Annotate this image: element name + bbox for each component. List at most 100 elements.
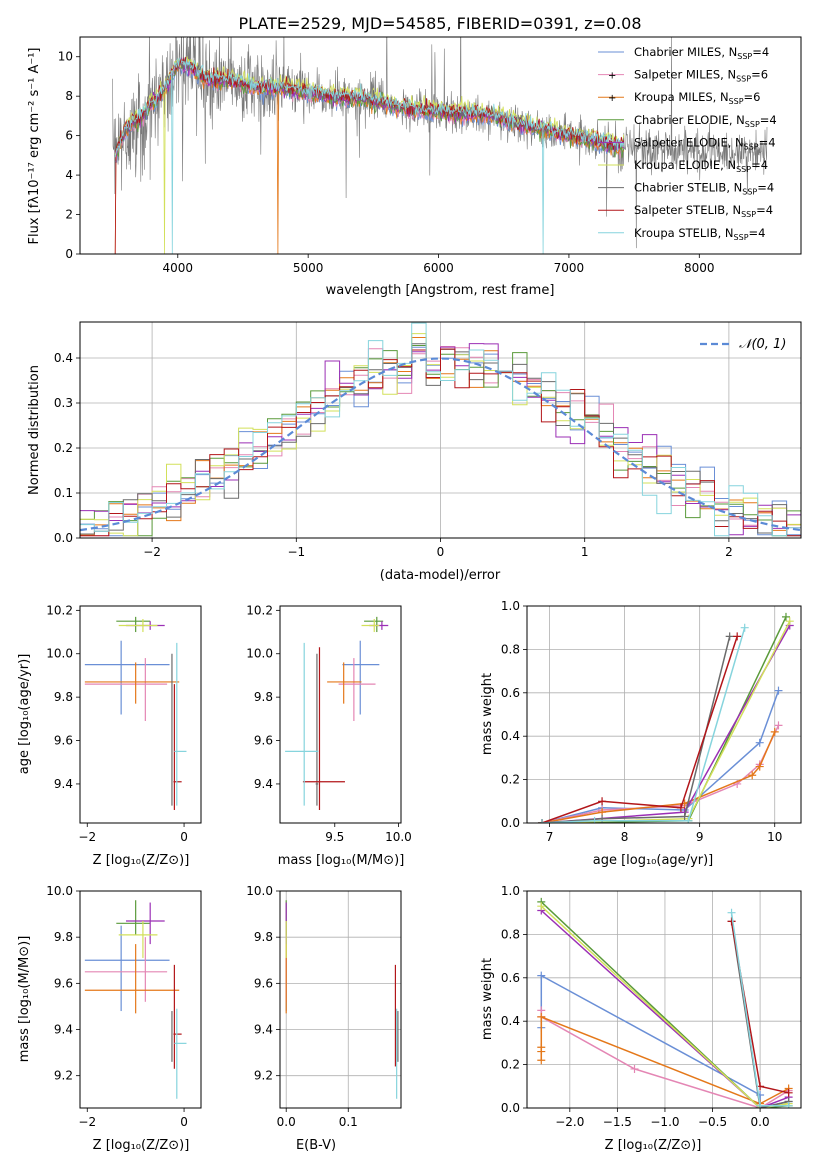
ebv-xlabel: E(B-V) <box>296 1138 336 1153</box>
weight_vs_age-line-8 <box>541 627 746 823</box>
spectrum-xtick-label: 6000 <box>423 261 454 275</box>
spectrum-legend-label: Chabrier STELIB, NSSP=4 <box>634 181 774 197</box>
age_vs_Z-ytick-label: 9.4 <box>54 777 73 791</box>
weight_vs_age-ytick-label: 0.6 <box>501 686 520 700</box>
weight_vs_age-ytick-label: 1.0 <box>501 599 520 613</box>
weight_vs_age-line-5 <box>541 620 791 823</box>
spectrum-ytick-label: 4 <box>65 168 73 182</box>
weight_vs_age-marker <box>684 816 693 823</box>
weight_vs_Z-marker <box>537 971 546 980</box>
spectrum-xtick-label: 5000 <box>293 261 324 275</box>
spectrum-legend-label: Salpeter STELIB, NSSP=4 <box>634 203 773 219</box>
age_vs_Z-point-6 <box>171 653 173 806</box>
age_vs_Z-point-3 <box>116 616 151 633</box>
age_vs_mass-point-7 <box>302 647 345 810</box>
weight_vs_age-marker <box>733 632 742 641</box>
mass_vs_ebv-ytick-label: 9.2 <box>254 1069 273 1083</box>
weight_vs_Z-marker <box>537 1056 546 1065</box>
spectrum-xtick-label: 7000 <box>554 261 585 275</box>
spectrum-legend-label: Kroupa ELODIE, NSSP=4 <box>634 158 768 174</box>
mass_vs_Z-point-5 <box>118 921 158 958</box>
age_vs_Z-point-8 <box>174 642 187 806</box>
weight_vs_age-marker <box>774 721 783 730</box>
weight_vs_age-marker <box>740 623 749 632</box>
age_vs_mass-point-5 <box>361 619 380 633</box>
weight_vs_Z-marker <box>537 902 546 911</box>
residuals-xtick-label: −1 <box>287 545 305 559</box>
weight_vs_age-marker <box>755 738 764 747</box>
residuals-ytick-label: 0.1 <box>54 486 73 500</box>
legend-subscript: SSP <box>736 165 751 174</box>
legend-subscript: SSP <box>737 52 752 61</box>
age_vs_Z-point-0 <box>84 640 170 715</box>
age_vs_mass-point-3 <box>364 616 384 633</box>
age_vs_mass-point-1 <box>338 658 376 722</box>
weight_vs_age-marker <box>725 632 734 641</box>
weight_vs_Z-ytick-label: 1.0 <box>501 884 520 898</box>
residual-histogram-8 <box>80 322 801 537</box>
age_vs_mass-point-2 <box>327 662 362 704</box>
figure-title: PLATE=2529, MJD=54585, FIBERID=0391, z=0… <box>238 14 641 33</box>
age_vs_Z-xtick-label: 0 <box>180 830 188 844</box>
legend-subscript: SSP <box>736 75 751 84</box>
legend-rest: =4 <box>751 158 768 172</box>
weight_vs_Z-xtick-label: −1.0 <box>650 1115 679 1129</box>
weight_vs_age-marker <box>770 727 779 736</box>
model-spectrum-8 <box>114 57 625 254</box>
mass_vs_ebv-xtick-label: 0.1 <box>339 1115 358 1129</box>
spectrum-legend-label: Chabrier MILES, NSSP=4 <box>634 45 769 61</box>
residuals-ytick-label: 0.4 <box>54 351 73 365</box>
mass_vs_Z-point-4 <box>125 902 165 945</box>
weight_vs_Z-marker <box>784 1101 793 1108</box>
legend-subscript: SSP <box>745 120 760 129</box>
residuals-xtick-label: 2 <box>725 545 733 559</box>
legend-subscript: SSP <box>742 188 757 197</box>
age_vs_mass-ytick-label: 9.6 <box>254 734 273 748</box>
residuals-ytick-label: 0.0 <box>54 531 73 545</box>
age_vs_Z-plot <box>84 616 187 810</box>
spectrum-frame <box>79 36 802 255</box>
mass_vs_Z-plot <box>84 900 187 1099</box>
legend-rest: =6 <box>751 68 768 82</box>
residuals-plot <box>80 322 801 537</box>
spectrum-legend-marker: + <box>608 71 616 82</box>
legend-rest: =4 <box>760 113 777 127</box>
legend-rest: =4 <box>752 45 769 59</box>
spectrum-xlabel: wavelength [Angstrom, rest frame] <box>326 283 555 298</box>
legend-subscript: SSP <box>744 142 759 151</box>
residuals-xtick-label: 0 <box>437 545 445 559</box>
model-spectrum-2 <box>114 60 625 254</box>
residuals-ytick-label: 0.3 <box>54 396 73 410</box>
weight_vs_Z-xtick-label: −2.0 <box>555 1115 584 1129</box>
residuals-xlabel: (data-model)/error <box>380 568 501 583</box>
spectrum-ylabel: Flux [fλ10⁻¹⁷ erg cm⁻² s⁻¹ A⁻¹] <box>27 48 42 245</box>
weight_vs_age-line-1 <box>541 725 780 823</box>
spectrum-xtick-label: 8000 <box>684 261 715 275</box>
observed-spectrum <box>112 37 768 249</box>
age_vs_mass-ytick-label: 10.0 <box>246 647 273 661</box>
weight_vs_Z-line-4 <box>540 909 789 1108</box>
spectrum-ytick-label: 10 <box>58 50 73 64</box>
residuals-xtick-label: 1 <box>581 545 589 559</box>
age_vs_mass-ytick-label: 9.4 <box>254 777 273 791</box>
legend-rest: =4 <box>756 203 773 217</box>
mass_vs_Z-point-7 <box>173 964 182 1069</box>
weight_vs_Z-xtick-label: 0.0 <box>751 1115 770 1129</box>
spectrum-plot <box>112 37 768 254</box>
spectrum-ytick-label: 8 <box>65 89 73 103</box>
age_vs_mass-point-8 <box>285 642 319 806</box>
weight_vs_age-xtick-label: 7 <box>546 830 554 844</box>
legend-rest: =4 <box>759 135 776 149</box>
legend-rest: =4 <box>749 226 766 240</box>
weight_vs_age-marker <box>774 686 783 695</box>
weight_vs_age-xtick-label: 10 <box>767 830 782 844</box>
weight_vs_Z-marker <box>784 1088 793 1097</box>
mass_vs_ebv-ytick-label: 9.8 <box>254 930 273 944</box>
weight_vs_age-marker <box>538 819 547 823</box>
spectrum-ytick-label: 0 <box>65 247 73 261</box>
weight-age-xlabel: age [log₁₀(age/yr)] <box>593 853 714 868</box>
weight_vs_age-marker <box>680 812 689 821</box>
weight_vs_age-xtick-label: 8 <box>621 830 629 844</box>
age_vs_Z-ytick-label: 9.8 <box>54 690 73 704</box>
